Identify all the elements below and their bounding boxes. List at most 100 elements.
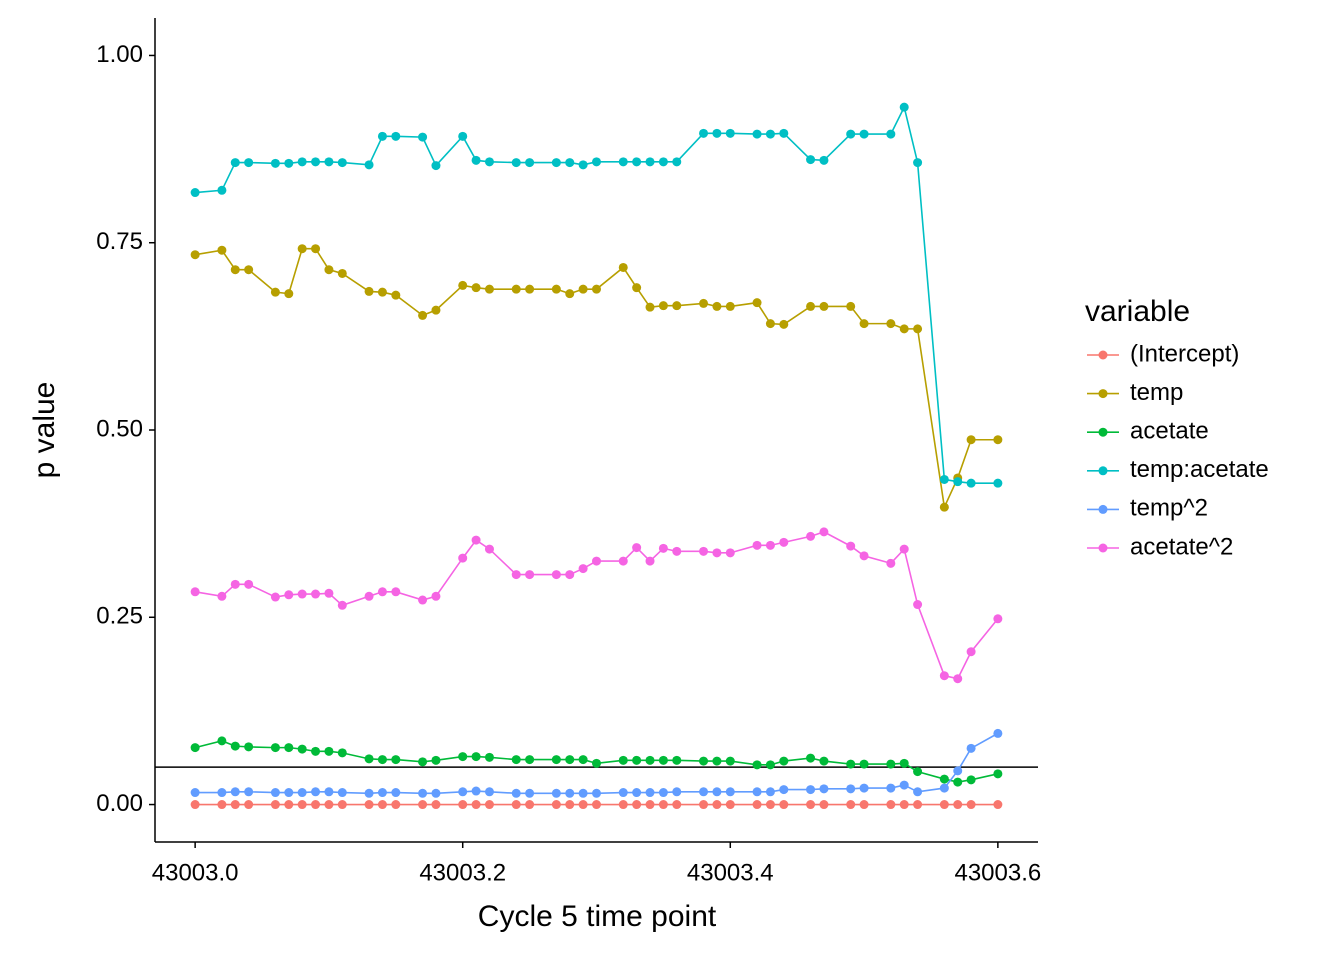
- data-point: [618, 157, 628, 167]
- data-point: [725, 548, 735, 558]
- data-point: [337, 600, 347, 610]
- data-point: [899, 102, 909, 112]
- data-point: [431, 800, 441, 810]
- data-point: [284, 158, 294, 168]
- data-point: [966, 775, 976, 785]
- data-point: [511, 788, 521, 798]
- legend-marker: [1098, 504, 1108, 514]
- data-point: [592, 157, 601, 167]
- y-axis-title: p value: [28, 382, 61, 479]
- data-point: [297, 589, 307, 599]
- data-point: [337, 158, 347, 168]
- data-point: [899, 324, 909, 334]
- data-point: [886, 319, 896, 329]
- data-point: [779, 800, 789, 810]
- data-point: [311, 787, 321, 797]
- legend-title: variable: [1085, 295, 1190, 328]
- data-point: [484, 752, 494, 762]
- data-point: [324, 157, 334, 167]
- data-point: [939, 800, 949, 810]
- data-point: [846, 800, 856, 810]
- data-point: [899, 780, 909, 790]
- data-point: [886, 759, 896, 769]
- data-point: [658, 800, 668, 810]
- data-point: [431, 305, 441, 315]
- data-point: [993, 728, 1003, 738]
- data-point: [431, 591, 441, 601]
- data-point: [230, 800, 240, 810]
- data-point: [859, 800, 869, 810]
- x-tick-label: 43003.6: [954, 859, 1041, 886]
- data-point: [311, 157, 321, 167]
- data-point: [270, 788, 280, 798]
- x-tick-label: 43003.2: [419, 859, 506, 886]
- data-point: [565, 800, 575, 810]
- data-point: [471, 752, 481, 762]
- data-point: [418, 788, 428, 798]
- data-point: [658, 157, 668, 167]
- legend-label: acetate^2: [1130, 533, 1233, 560]
- data-point: [725, 301, 735, 311]
- data-point: [899, 544, 909, 554]
- data-point: [672, 800, 682, 810]
- data-point: [618, 800, 628, 810]
- data-point: [311, 800, 321, 810]
- data-point: [859, 319, 869, 329]
- series-line: [195, 732, 999, 795]
- y-tick-label: 0.75: [96, 228, 143, 255]
- y-tick-label: 1.00: [96, 41, 143, 68]
- data-point: [913, 324, 923, 334]
- data-point: [859, 759, 869, 769]
- data-point: [565, 158, 575, 168]
- data-point: [645, 755, 655, 765]
- data-point: [672, 301, 682, 311]
- data-point: [819, 800, 829, 810]
- data-point: [645, 788, 655, 798]
- data-point: [752, 787, 762, 797]
- data-point: [244, 158, 254, 168]
- data-point: [939, 474, 949, 484]
- data-point: [806, 531, 816, 541]
- data-point: [458, 553, 468, 563]
- data-point: [645, 800, 655, 810]
- data-point: [391, 788, 401, 798]
- data-point: [284, 289, 294, 299]
- data-point: [859, 783, 869, 793]
- data-point: [270, 743, 280, 753]
- series-line: [194, 740, 999, 783]
- data-point: [846, 784, 856, 794]
- data-point: [632, 283, 642, 293]
- x-axis-title: Cycle 5 time point: [478, 900, 717, 933]
- data-point: [725, 756, 735, 766]
- data-point: [244, 800, 254, 810]
- data-point: [511, 755, 521, 765]
- data-point: [913, 767, 923, 777]
- data-point: [511, 570, 521, 580]
- data-point: [618, 788, 628, 798]
- y-tick-label: 0.50: [96, 415, 143, 442]
- data-point: [311, 746, 321, 756]
- data-point: [217, 591, 227, 601]
- data-point: [297, 244, 307, 254]
- data-point: [752, 760, 762, 770]
- data-point: [578, 800, 588, 810]
- data-point: [511, 158, 521, 168]
- data-point: [806, 301, 816, 311]
- data-point: [525, 755, 535, 765]
- data-point: [966, 478, 976, 488]
- data-point: [993, 614, 1003, 624]
- legend-label: temp^2: [1130, 495, 1208, 522]
- series-line: [195, 104, 998, 484]
- data-point: [699, 128, 709, 138]
- data-point: [578, 755, 588, 765]
- data-point: [244, 579, 254, 589]
- data-point: [765, 800, 775, 810]
- series-line: [195, 247, 998, 510]
- data-point: [190, 788, 200, 798]
- data-point: [859, 551, 869, 561]
- data-point: [672, 787, 682, 797]
- data-point: [217, 736, 227, 746]
- data-point: [913, 600, 923, 610]
- data-point: [565, 755, 575, 765]
